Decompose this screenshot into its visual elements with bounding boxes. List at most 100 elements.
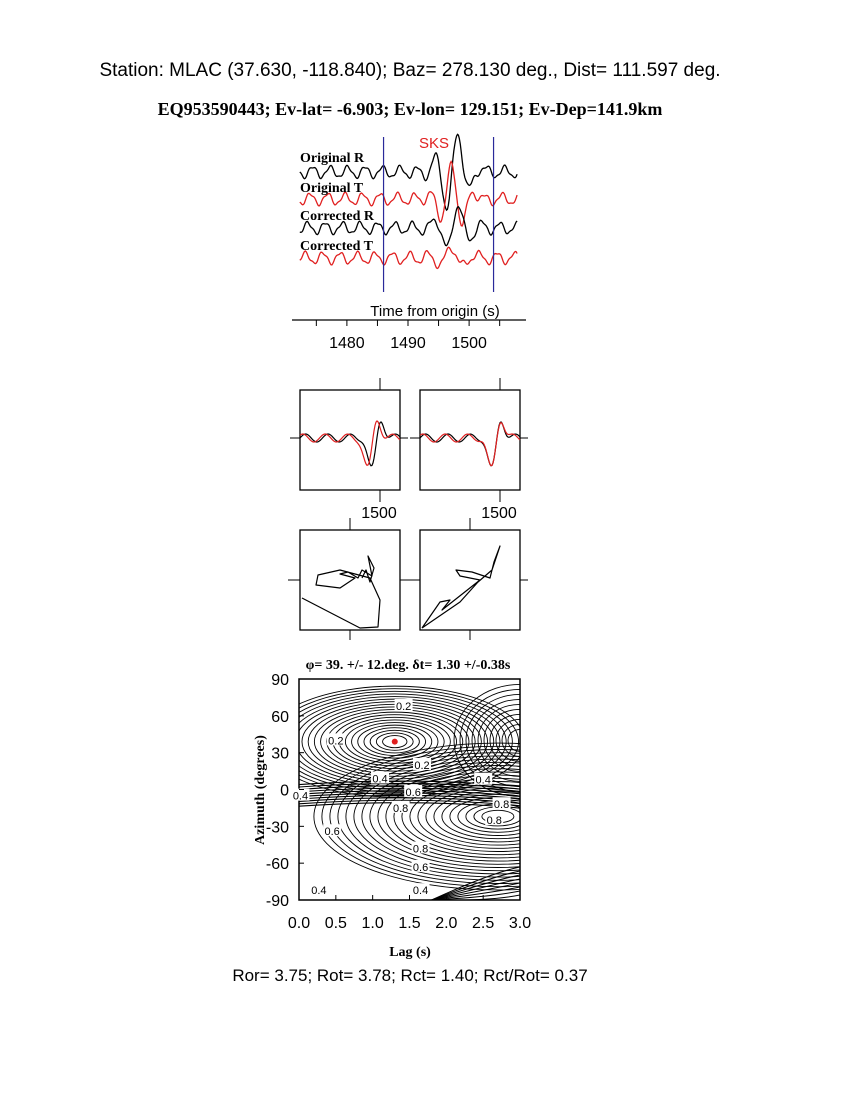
contour-right-4 [489,713,520,767]
particle-motion-path-before [288,518,408,640]
seismogram-traces [299,133,518,270]
contour-label-bg-0 [394,699,413,712]
wf-trace-black [419,421,521,467]
contour-corner-2 [431,874,520,900]
particle-motion-panels [288,518,528,640]
contour-right-8 [465,693,520,787]
seismogram-panel: SKS Original R Original T Corrected R Co… [292,133,526,352]
ratio-stats: Ror= 3.75; Rot= 3.78; Rct= 1.40; Rct/Rot… [232,966,587,985]
contour-lower-21 [321,745,520,888]
waveform-traces-before [290,378,408,502]
contour-label-9: 0.8 [487,815,502,827]
y-tick-label-4: -30 [266,819,289,836]
contour-lower-16 [361,761,520,872]
contour-label-7: 0.6 [325,826,340,838]
contour-label-14: 0.4 [293,791,308,803]
contour-label-bg-7 [323,824,342,837]
contour-lower-22 [313,742,520,891]
contour-label-12: 0.4 [311,885,326,897]
y-tick-label-3: 0 [280,783,289,800]
contour-lower-13 [385,771,520,862]
contour-label-1: 0.2 [328,735,343,747]
trace-label-corrected-t: Corrected T [300,239,374,254]
x-tick-label-3: 1.5 [398,915,420,932]
contour-label-10: 0.8 [413,843,428,855]
contour-label-13: 0.4 [413,885,428,897]
contour-band-1 [299,782,520,790]
phase-label-sks: SKS [419,135,449,152]
contour-corner-1 [431,870,520,900]
contour-right-1 [507,728,520,752]
waveform-traces-after [410,378,528,502]
event-header: EQ953590443; Ev-lat= -6.903; Ev-lon= 129… [158,99,663,119]
contour-title: φ= 39. +/- 12.deg. δt= 1.30 +/-0.38s [306,658,511,673]
seismogram-ticks: 1480 1490 1500 [315,320,501,352]
x-tick-label-6: 3.0 [509,915,531,932]
contour-label-3: 0.4 [372,773,387,785]
energy-contours [299,683,520,900]
waveform-panels: 1500 1500 [290,378,528,522]
contour-label-bg-14 [291,788,310,801]
contour-lower-11 [401,777,520,856]
analysis-window [382,137,495,292]
seismogram-trace-0 [299,133,518,212]
contour-label-11: 0.6 [413,862,428,874]
seismogram-trace-1 [299,160,518,227]
contour-ylabel: Azimuth (degrees) [253,735,268,845]
contour-label-bg-11 [411,859,430,872]
wf-trace-red [299,420,401,466]
seismogram-xlabel: Time from origin (s) [370,303,499,320]
contour-label-bg-9 [485,813,504,826]
seismogram-tick-label-1480: 1480 [329,335,365,352]
contour-upper-1 [382,735,408,749]
contour-label-0: 0.2 [396,701,411,713]
best-fit-marker [391,738,398,745]
seismogram-tick-label-1500: 1500 [451,335,487,352]
contour-label-bg-12 [309,883,328,896]
waveform-tick-label-before: 1500 [361,505,397,522]
trace-label-original-t: Original T [300,181,364,196]
contour-corner-3 [431,878,520,900]
particle-motion-path-after [408,518,528,640]
contour-lower-7 [433,790,520,843]
contour-right-2 [501,723,520,757]
contour-upper-2 [375,732,414,751]
pm-path [301,555,381,629]
contour-label-bg-4 [474,772,493,785]
contour-label-bg-5 [404,784,423,797]
seismogram-tick-label-1490: 1490 [390,335,426,352]
contour-upper-6 [351,722,439,762]
y-tick-label-5: -60 [266,856,289,873]
contour-corner-4 [431,882,520,900]
contour-right-6 [477,703,520,777]
contour-label-5: 0.6 [406,787,421,799]
trace-label-corrected-r: Corrected R [300,209,375,224]
contour-right-5 [483,708,520,772]
x-tick-label-4: 2.0 [435,915,457,932]
y-tick-label-2: 30 [271,746,289,763]
contour-label-8: 0.8 [494,799,509,811]
contour-level-labels: 0.2 0.2 0.2 0.4 0.4 0.6 0.8 0.6 0.8 0.8 0.8 0.6 0.4 0… [291,699,511,897]
waveform-tick-label-after: 1500 [481,505,517,522]
pm-path [421,545,501,629]
wf-trace-red [419,421,521,467]
particle-motion-before [288,518,408,640]
contour-right-3 [495,718,520,762]
contour-upper-19 [299,688,519,795]
contour-lower-15 [369,765,520,868]
waveform-panel-after [410,378,528,502]
contour-xlabel: Lag (s) [389,945,431,960]
contour-label-2: 0.2 [414,760,429,772]
contour-label-4: 0.4 [476,775,491,787]
contour-label-bg-8 [492,797,511,810]
x-tick-label-0: 0.0 [288,915,310,932]
y-tick-label-6: -90 [266,893,289,910]
contour-upper-20 [299,685,520,798]
x-tick-label-2: 1.0 [362,915,384,932]
x-tick-label-1: 0.5 [325,915,347,932]
contour-lower-14 [377,768,520,865]
contour-label-bg-10 [411,841,430,854]
y-tick-label-0: 90 [271,672,289,689]
contour-lower-17 [353,758,520,875]
seismogram-trace-3 [299,246,518,270]
